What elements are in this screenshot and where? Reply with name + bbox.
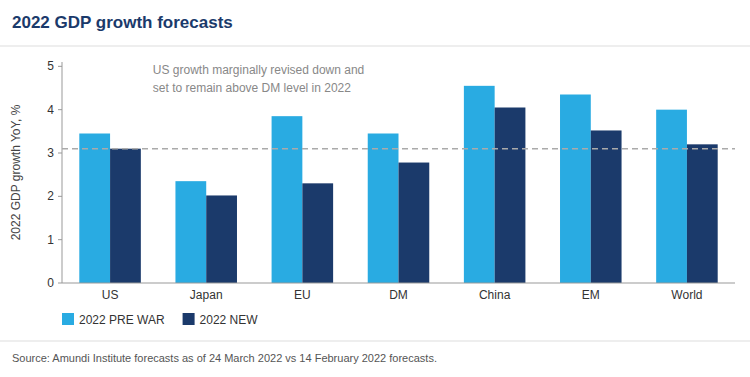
bars xyxy=(62,86,735,283)
annotation-line: set to remain above DM level in 2022 xyxy=(153,81,351,95)
y-tick-label: 4 xyxy=(47,103,54,117)
reference-line xyxy=(62,148,735,150)
annotation: US growth marginally revised down and set… xyxy=(153,63,364,95)
bar xyxy=(368,134,399,284)
y-tick xyxy=(58,196,62,197)
legend-swatch xyxy=(62,313,74,325)
x-tick-label: China xyxy=(479,288,511,302)
x-tick-label: DM xyxy=(389,288,408,302)
source: Source: Amundi Institute forecasts as of… xyxy=(12,352,437,364)
bar xyxy=(687,144,718,283)
title: 2022 GDP growth forecasts xyxy=(12,13,233,32)
legend-label: 2022 NEW xyxy=(200,313,259,327)
y-tick-label: 1 xyxy=(47,233,54,247)
title-rule xyxy=(0,46,750,47)
y-tick xyxy=(58,66,62,67)
annotation-line: US growth marginally revised down and xyxy=(153,63,364,77)
x-tick-label: World xyxy=(671,288,702,302)
source-rule xyxy=(0,341,750,342)
bar xyxy=(464,86,495,283)
legend-swatch xyxy=(183,313,195,325)
bar xyxy=(272,116,303,283)
y-tick xyxy=(58,283,62,284)
y-tick-label: 0 xyxy=(47,276,54,290)
x-tick-label: EU xyxy=(294,288,311,302)
bar xyxy=(110,149,141,283)
legend: 2022 PRE WAR 2022 NEW xyxy=(62,313,258,327)
bar xyxy=(399,163,430,283)
y-tick-label: 5 xyxy=(47,59,54,73)
bar xyxy=(206,195,237,283)
y-tick xyxy=(58,239,62,240)
y-tick xyxy=(58,153,62,154)
x-axis xyxy=(62,283,735,284)
bar xyxy=(175,181,206,283)
bar xyxy=(656,110,687,283)
y-tick xyxy=(58,109,62,110)
bar xyxy=(560,95,591,284)
bar xyxy=(495,108,526,284)
y-label: 2022 GDP growth YoY, % xyxy=(9,104,23,240)
x-tick-label: US xyxy=(102,288,119,302)
y-tick-label: 2 xyxy=(47,189,54,203)
y-tick-label: 3 xyxy=(47,146,54,160)
bar xyxy=(591,130,622,283)
bar xyxy=(79,134,110,284)
x-tick-label: Japan xyxy=(190,288,223,302)
chart: 2022 GDP growth forecasts 0 1 2 3 4 5 2022 GDP … xyxy=(0,0,750,377)
legend-label: 2022 PRE WAR xyxy=(79,313,165,327)
y-axis xyxy=(62,62,63,283)
x-tick-label: EM xyxy=(582,288,600,302)
bar xyxy=(302,183,333,283)
